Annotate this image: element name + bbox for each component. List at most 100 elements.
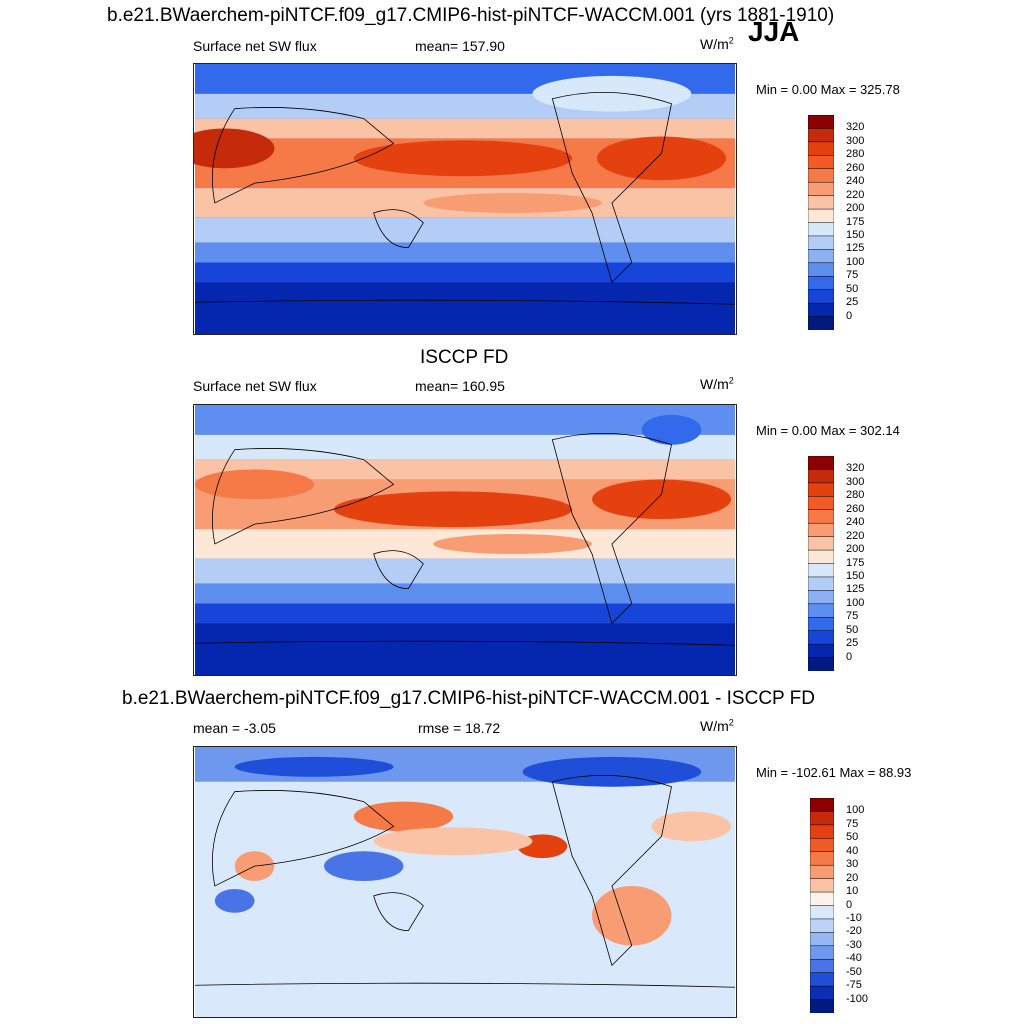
colorbar-swatch <box>810 932 834 947</box>
panel1-colorbar <box>808 115 834 330</box>
colorbar-swatch <box>808 617 834 632</box>
colorbar-level-label: 125 <box>846 583 865 596</box>
colorbar-swatch <box>808 181 834 197</box>
colorbar-swatch <box>810 811 834 826</box>
colorbar-level-label: 0 <box>846 898 853 911</box>
colorbar-swatch <box>808 509 834 524</box>
colorbar-swatch <box>808 276 834 291</box>
colorbar-level-label: 260 <box>846 161 865 174</box>
colorbar-swatch <box>810 851 834 866</box>
colorbar-level-label: 30 <box>846 858 859 871</box>
colorbar-swatch <box>808 262 834 277</box>
colorbar-level-label: 0 <box>846 309 853 322</box>
colorbar-swatch <box>808 235 834 250</box>
colorbar-level-label: 0 <box>846 650 853 663</box>
colorbar-level-label: 25 <box>846 296 859 309</box>
colorbar-level-label: -10 <box>846 911 862 924</box>
colorbar-level-label: -75 <box>846 979 862 992</box>
colorbar-swatch <box>810 945 834 960</box>
colorbar-level-label: -30 <box>846 938 862 951</box>
colorbar-level-label: 75 <box>846 817 859 830</box>
colorbar-swatch <box>808 603 834 618</box>
colorbar-level-label: 150 <box>846 228 865 241</box>
colorbar-swatch <box>808 590 834 605</box>
panel3-colorbar <box>810 798 834 1013</box>
colorbar-swatch <box>808 222 834 237</box>
colorbar-level-label: 240 <box>846 516 865 529</box>
panel1-map <box>193 63 737 335</box>
panel1-minmax: Min = 0.00 Max = 325.78 <box>756 82 900 97</box>
colorbar-swatch <box>808 195 834 210</box>
season-label: JJA <box>748 16 800 47</box>
colorbar-level-label: 175 <box>846 556 865 569</box>
colorbar-level-label: 50 <box>846 623 859 636</box>
colorbar-level-label: 220 <box>846 188 865 201</box>
colorbar-swatch <box>808 536 834 551</box>
colorbar-swatch <box>810 999 834 1013</box>
colorbar-level-label: 320 <box>846 462 865 475</box>
colorbar-level-label: 150 <box>846 569 865 582</box>
colorbar-level-label: 300 <box>846 475 865 488</box>
colorbar-swatch <box>808 115 834 129</box>
colorbar-level-label: 200 <box>846 202 865 215</box>
panel2-variable-label: Surface net SW flux <box>193 378 317 394</box>
colorbar-swatch <box>808 141 834 156</box>
colorbar-swatch <box>808 128 834 143</box>
colorbar-swatch <box>808 249 834 264</box>
colorbar-level-label: 50 <box>846 282 859 295</box>
colorbar-level-label: 75 <box>846 610 859 623</box>
colorbar-swatch <box>808 302 834 318</box>
panel1-units: W/m2 <box>700 35 734 52</box>
panel3-mean-label: mean = -3.05 <box>193 720 276 736</box>
colorbar-level-label: 280 <box>846 489 865 502</box>
colorbar-level-label: 100 <box>846 596 865 609</box>
panel2-mean-label: mean= 160.95 <box>415 378 505 394</box>
colorbar-level-label: -40 <box>846 952 862 965</box>
colorbar-swatch <box>810 905 834 920</box>
colorbar-level-label: 50 <box>846 831 859 844</box>
colorbar-level-label: 320 <box>846 121 865 134</box>
colorbar-swatch <box>808 630 834 645</box>
colorbar-swatch <box>810 864 834 880</box>
colorbar-swatch <box>808 576 834 591</box>
colorbar-level-label: 10 <box>846 885 859 898</box>
panel1-variable-label: Surface net SW flux <box>193 38 317 54</box>
colorbar-level-label: 220 <box>846 529 865 542</box>
panel2-title: ISCCP FD <box>420 347 509 368</box>
colorbar-swatch <box>808 563 834 578</box>
colorbar-level-label: 100 <box>846 255 865 268</box>
panel2-minmax: Min = 0.00 Max = 302.14 <box>756 423 900 438</box>
colorbar-swatch <box>810 824 834 839</box>
colorbar-level-label: 260 <box>846 502 865 515</box>
colorbar-swatch <box>808 155 834 170</box>
colorbar-level-label: 75 <box>846 269 859 282</box>
colorbar-level-label: 100 <box>846 804 865 817</box>
colorbar-swatch <box>808 456 834 470</box>
colorbar-level-label: -20 <box>846 925 862 938</box>
colorbar-level-label: 240 <box>846 175 865 188</box>
panel3-map <box>193 746 737 1018</box>
colorbar-level-label: 20 <box>846 871 859 884</box>
colorbar-level-label: 175 <box>846 215 865 228</box>
colorbar-level-label: -50 <box>846 965 862 978</box>
colorbar-swatch <box>808 168 834 183</box>
colorbar-swatch <box>810 985 834 1001</box>
colorbar-level-label: -100 <box>846 992 869 1005</box>
colorbar-level-label: 25 <box>846 637 859 650</box>
colorbar-level-label: 200 <box>846 543 865 556</box>
colorbar-swatch <box>810 878 834 893</box>
panel2-units: W/m2 <box>700 375 734 392</box>
panel3-units: W/m2 <box>700 717 734 734</box>
colorbar-swatch <box>810 959 834 974</box>
colorbar-level-label: 280 <box>846 148 865 161</box>
colorbar-level-label: 300 <box>846 134 865 147</box>
colorbar-swatch <box>810 798 834 812</box>
colorbar-swatch <box>808 289 834 304</box>
colorbar-swatch <box>808 482 834 497</box>
colorbar-swatch <box>808 496 834 511</box>
panel3-rmse-label: rmse = 18.72 <box>418 720 501 736</box>
colorbar-swatch <box>808 522 834 538</box>
panel2-map <box>193 404 737 676</box>
colorbar-swatch <box>810 838 834 853</box>
panel3-title: b.e21.BWaerchem-piNTCF.f09_g17.CMIP6-his… <box>122 688 815 709</box>
